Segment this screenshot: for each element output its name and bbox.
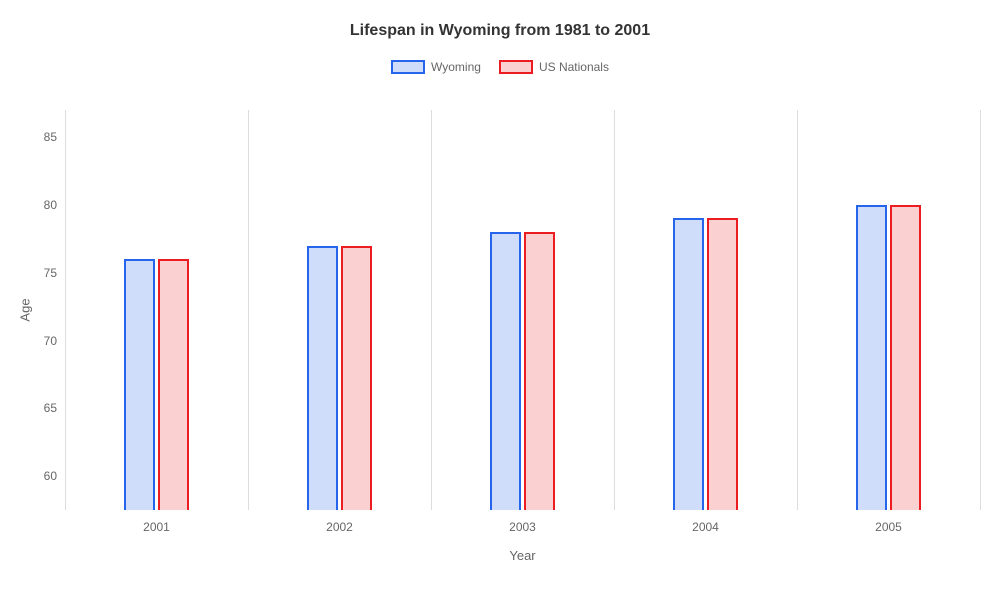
chart-legend: Wyoming US Nationals: [0, 60, 1000, 74]
bar: [890, 205, 921, 510]
legend-label: US Nationals: [539, 60, 609, 74]
chart-title: Lifespan in Wyoming from 1981 to 2001: [0, 0, 1000, 40]
grid-line-vertical: [431, 110, 432, 510]
y-tick-label: 70: [44, 334, 57, 348]
bar: [524, 232, 555, 510]
grid-line-vertical: [248, 110, 249, 510]
legend-item: Wyoming: [391, 60, 481, 74]
bar: [341, 246, 372, 510]
legend-swatch: [391, 60, 425, 74]
bar: [856, 205, 887, 510]
grid-line-vertical: [980, 110, 981, 510]
bar: [158, 259, 189, 510]
x-tick-label: 2002: [326, 520, 353, 534]
plot-area: 60657075808520012002200320042005: [65, 110, 980, 510]
chart-container: Lifespan in Wyoming from 1981 to 2001 Wy…: [0, 0, 1000, 600]
legend-label: Wyoming: [431, 60, 481, 74]
y-tick-label: 85: [44, 130, 57, 144]
bar: [307, 246, 338, 510]
legend-swatch: [499, 60, 533, 74]
bar: [707, 218, 738, 510]
y-tick-label: 65: [44, 401, 57, 415]
x-tick-label: 2001: [143, 520, 170, 534]
x-axis-label: Year: [509, 548, 535, 563]
bar: [490, 232, 521, 510]
x-tick-label: 2004: [692, 520, 719, 534]
bar: [124, 259, 155, 510]
y-axis-label: Age: [18, 298, 33, 321]
x-tick-label: 2005: [875, 520, 902, 534]
grid-line-vertical: [614, 110, 615, 510]
x-tick-label: 2003: [509, 520, 536, 534]
legend-item: US Nationals: [499, 60, 609, 74]
y-tick-label: 75: [44, 266, 57, 280]
grid-line-vertical: [797, 110, 798, 510]
y-tick-label: 60: [44, 469, 57, 483]
bar: [673, 218, 704, 510]
y-tick-label: 80: [44, 198, 57, 212]
grid-line-vertical: [65, 110, 66, 510]
